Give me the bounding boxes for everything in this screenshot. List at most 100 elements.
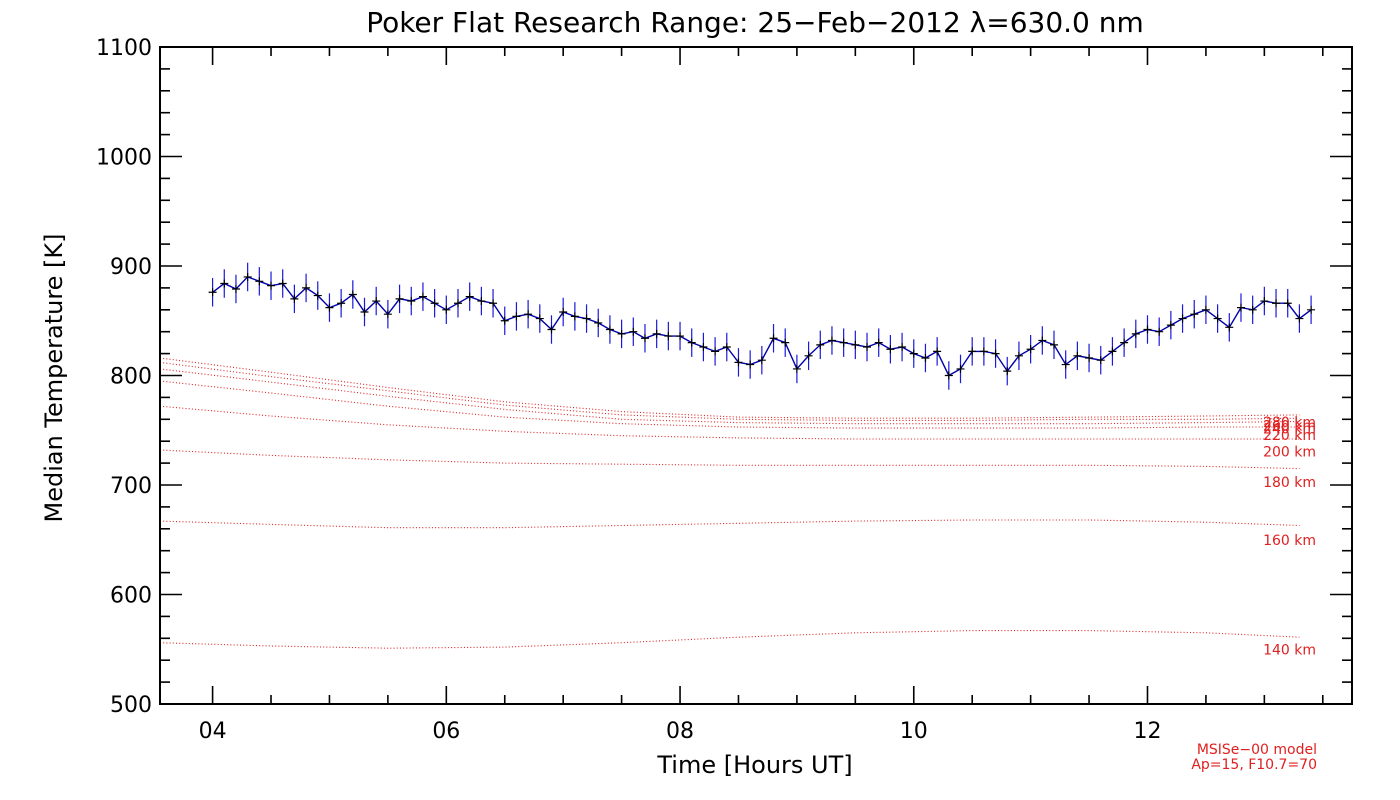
data-point: [734, 358, 743, 367]
data-point: [383, 310, 392, 319]
data-point: [1248, 305, 1257, 314]
data-point: [465, 292, 474, 301]
model-curve-260-km: [159, 361, 1300, 421]
model-curve-140-km: [159, 630, 1300, 649]
data-point: [220, 279, 229, 288]
model-curve-160-km: [159, 519, 1300, 529]
x-tick-label: 12: [1133, 719, 1161, 744]
data-point: [325, 303, 334, 312]
model-label: 200 km: [1263, 445, 1316, 461]
data-point: [676, 332, 685, 341]
data-point: [535, 314, 544, 323]
x-axis-title: Time [Hours UT]: [656, 751, 852, 779]
y-tick-label: 500: [110, 693, 152, 718]
model-note: MSISe−00 model Ap=15, F10.7=70: [1191, 742, 1317, 773]
y-tick-label: 700: [110, 474, 152, 499]
data-point: [711, 347, 720, 356]
data-point: [337, 299, 346, 308]
data-point: [559, 307, 568, 316]
data-point: [1166, 321, 1175, 330]
y-tick-label: 800: [110, 365, 152, 390]
data-point: [687, 338, 696, 347]
data-point: [407, 297, 416, 306]
data-point: [1120, 338, 1129, 347]
data-point: [231, 284, 240, 293]
model-label: 240 km: [1263, 422, 1316, 438]
data-point: [863, 343, 872, 352]
data-point: [524, 310, 533, 319]
data-point: [1050, 340, 1058, 349]
data-point: [944, 371, 953, 380]
data-point: [664, 332, 673, 341]
data-point: [1201, 305, 1210, 314]
model-label: 180 km: [1263, 475, 1316, 491]
data-point: [454, 299, 462, 308]
data-point: [921, 353, 930, 362]
data-point: [395, 294, 404, 303]
data-point: [769, 334, 778, 343]
model-label: 160 km: [1263, 533, 1316, 549]
x-tick-label: 10: [900, 719, 928, 744]
data-point: [243, 272, 252, 281]
data-point: [1014, 351, 1023, 360]
model-curve-240-km: [159, 368, 1300, 425]
data-point: [979, 347, 988, 356]
y-tick-label: 600: [110, 584, 152, 609]
data-point: [302, 283, 311, 292]
data-point: [909, 349, 918, 358]
data-point: [792, 364, 801, 373]
data-point: [255, 277, 264, 286]
data-point: [570, 312, 579, 321]
data-point: [1061, 360, 1070, 369]
data-point: [1096, 356, 1105, 365]
data-point: [722, 343, 731, 352]
data-point: [1178, 314, 1187, 323]
data-point: [956, 364, 965, 373]
data-point: [629, 327, 638, 336]
model-curves-layer: [159, 357, 1300, 649]
data-point: [208, 288, 217, 297]
axes-layer: 500 600 700 800 900 1000 1100 04 06 08 10 12: [96, 36, 1353, 744]
data-point: [851, 340, 860, 349]
data-point: [1225, 323, 1234, 332]
chart-title: Poker Flat Research Range: 25−Feb−2012 λ…: [366, 6, 1144, 39]
data-point: [1143, 325, 1152, 334]
data-point: [1026, 345, 1035, 354]
data-point: [640, 334, 649, 343]
data-point: [804, 351, 813, 360]
data-point: [827, 336, 836, 345]
data-point: [1003, 367, 1012, 376]
data-point: [1236, 303, 1245, 312]
model-curve-220-km: [159, 380, 1300, 429]
data-point: [757, 356, 766, 365]
data-point: [1272, 299, 1281, 308]
data-point: [1108, 347, 1117, 356]
data-point: [781, 338, 790, 347]
plot-frame: [159, 46, 1353, 705]
data-point: [968, 347, 977, 356]
y-tick-label: 900: [110, 255, 152, 280]
data-point: [500, 316, 509, 325]
data-point: [489, 299, 498, 308]
data-point: [372, 297, 381, 306]
data-point: [1307, 305, 1316, 314]
data-point: [442, 305, 451, 314]
data-point: [278, 279, 287, 288]
data-point: [512, 312, 521, 321]
data-point: [652, 329, 661, 338]
y-axis-title: Median Temperature [K]: [40, 233, 68, 522]
model-note-line: Ap=15, F10.7=70: [1191, 757, 1317, 773]
data-point: [1260, 297, 1269, 306]
data-point: [594, 318, 603, 327]
data-point: [1085, 353, 1094, 362]
model-curve-200-km: [159, 405, 1300, 440]
data-point: [1038, 336, 1047, 345]
data-point: [886, 345, 895, 354]
x-tick-label: 04: [199, 719, 227, 744]
data-point: [348, 290, 357, 299]
data-point: [290, 294, 299, 303]
data-point: [267, 281, 276, 290]
model-label: 140 km: [1263, 643, 1316, 659]
